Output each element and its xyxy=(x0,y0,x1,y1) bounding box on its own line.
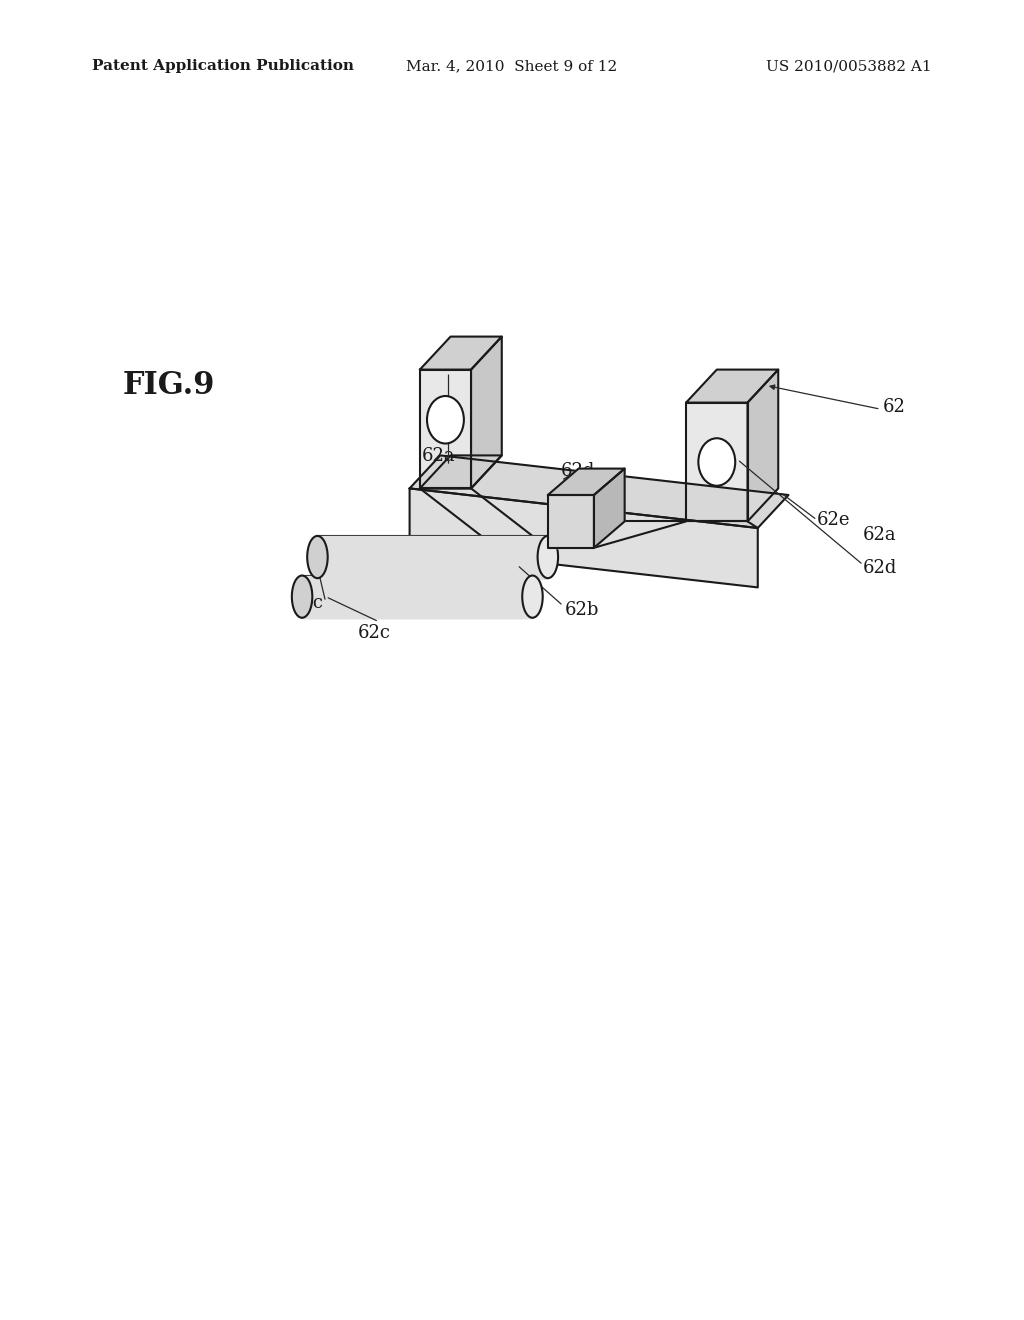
Polygon shape xyxy=(594,469,625,548)
Text: 62a: 62a xyxy=(422,446,455,465)
Polygon shape xyxy=(748,370,778,521)
Polygon shape xyxy=(420,488,548,548)
Text: Patent Application Publication: Patent Application Publication xyxy=(92,59,354,74)
Text: 62c: 62c xyxy=(291,594,324,612)
Text: 62b: 62b xyxy=(565,601,600,619)
Text: 62e: 62e xyxy=(817,511,851,529)
Text: FIG.9: FIG.9 xyxy=(123,370,215,400)
Ellipse shape xyxy=(292,576,312,618)
Text: 62d: 62d xyxy=(863,558,898,577)
Text: 62a: 62a xyxy=(863,525,897,544)
Polygon shape xyxy=(548,495,594,548)
Ellipse shape xyxy=(522,576,543,618)
Ellipse shape xyxy=(538,536,558,578)
Polygon shape xyxy=(420,337,502,370)
Polygon shape xyxy=(686,370,778,403)
Text: 62: 62 xyxy=(883,397,905,416)
Polygon shape xyxy=(686,403,748,521)
Polygon shape xyxy=(410,488,758,587)
Text: 62d: 62d xyxy=(561,462,596,480)
Circle shape xyxy=(427,396,464,444)
Text: 62c: 62c xyxy=(357,624,390,643)
Polygon shape xyxy=(420,370,471,488)
Circle shape xyxy=(698,438,735,486)
Polygon shape xyxy=(471,337,502,488)
Text: Mar. 4, 2010  Sheet 9 of 12: Mar. 4, 2010 Sheet 9 of 12 xyxy=(407,59,617,74)
Polygon shape xyxy=(548,469,625,495)
Polygon shape xyxy=(420,455,502,488)
Ellipse shape xyxy=(307,536,328,578)
Polygon shape xyxy=(410,455,788,528)
Text: US 2010/0053882 A1: US 2010/0053882 A1 xyxy=(766,59,932,74)
Polygon shape xyxy=(410,548,548,578)
